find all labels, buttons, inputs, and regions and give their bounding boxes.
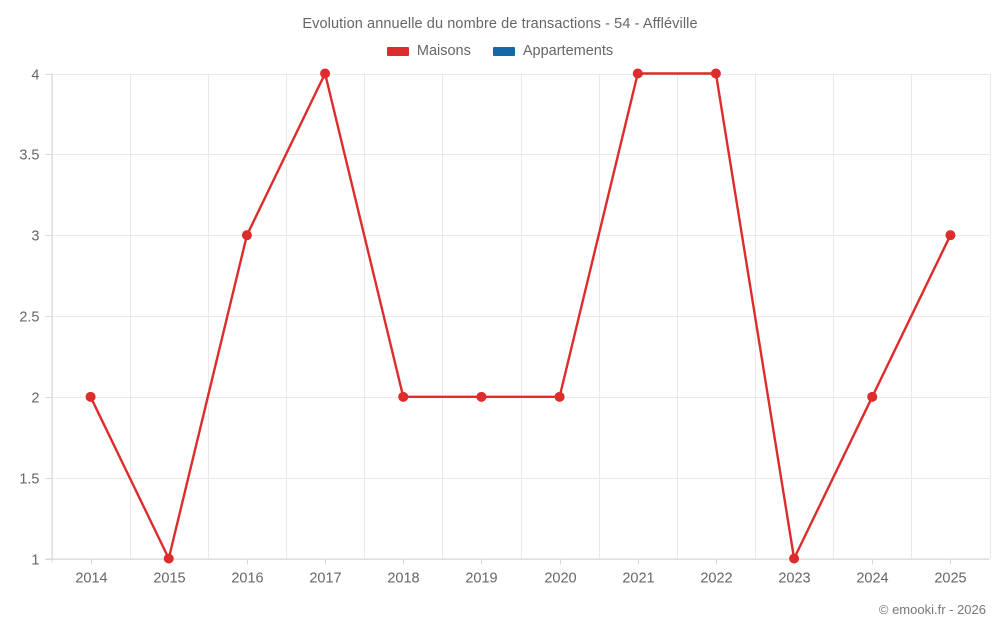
- series-markers: [85, 68, 956, 564]
- data-point[interactable]: [710, 68, 721, 79]
- footer-copyright: © emooki.fr - 2026: [878, 602, 986, 617]
- data-point[interactable]: [85, 391, 96, 402]
- x-tick-label: 2024: [856, 571, 888, 587]
- data-point[interactable]: [163, 553, 174, 564]
- data-point[interactable]: [945, 230, 956, 241]
- series-line-maisons: [89, 72, 952, 560]
- data-point[interactable]: [789, 553, 800, 564]
- x-tick-label: 2017: [309, 571, 341, 587]
- x-tick-label: 2023: [778, 571, 810, 587]
- tick-marks: [45, 74, 951, 565]
- grid-lines-horizontal: [51, 74, 990, 560]
- chart-title: Evolution annuelle du nombre de transact…: [302, 16, 698, 32]
- y-tick-label: 1.5: [19, 472, 39, 488]
- legend-item-appartements[interactable]: Appartements: [492, 43, 614, 59]
- y-tick-label: 2.5: [19, 310, 39, 326]
- x-tick-label: 2015: [153, 571, 185, 587]
- x-tick-label: 2025: [934, 571, 966, 587]
- x-tick-label: 2020: [544, 571, 576, 587]
- x-tick-label: 2022: [700, 571, 732, 587]
- data-point[interactable]: [554, 391, 565, 402]
- y-tick-label: 1: [31, 553, 39, 569]
- x-tick-label: 2014: [75, 571, 107, 587]
- legend-label-appartements: Appartements: [522, 43, 614, 59]
- y-tick-label: 2: [31, 391, 39, 407]
- series-lines: [89, 72, 952, 560]
- y-tick-label: 3.5: [19, 148, 39, 164]
- data-point[interactable]: [867, 391, 878, 402]
- legend-swatch-appartements-icon: [492, 46, 515, 56]
- x-axis-tick-labels: 2014 2015 2016 2017 2018 2019 2020 2021 2022 2023…: [75, 571, 966, 587]
- x-tick-label: 2018: [387, 571, 419, 587]
- chart-legend: Maisons Appartements: [0, 43, 1000, 59]
- legend-swatch-maisons-icon: [386, 46, 409, 56]
- legend-item-maisons[interactable]: Maisons: [386, 43, 471, 59]
- x-tick-label: 2016: [231, 571, 263, 587]
- y-axis-tick-labels: 1 1.5 2 2.5 3 3.5 4: [19, 68, 39, 569]
- data-point[interactable]: [476, 391, 487, 402]
- x-tick-label: 2021: [622, 571, 654, 587]
- legend-label-maisons: Maisons: [416, 43, 471, 59]
- data-point[interactable]: [632, 68, 643, 79]
- y-tick-label: 4: [31, 68, 39, 84]
- x-tick-label: 2019: [465, 571, 497, 587]
- data-point[interactable]: [398, 391, 409, 402]
- axis-lines: [45, 73, 990, 563]
- y-tick-label: 3: [31, 229, 39, 245]
- data-point[interactable]: [320, 68, 331, 79]
- data-point[interactable]: [241, 230, 252, 241]
